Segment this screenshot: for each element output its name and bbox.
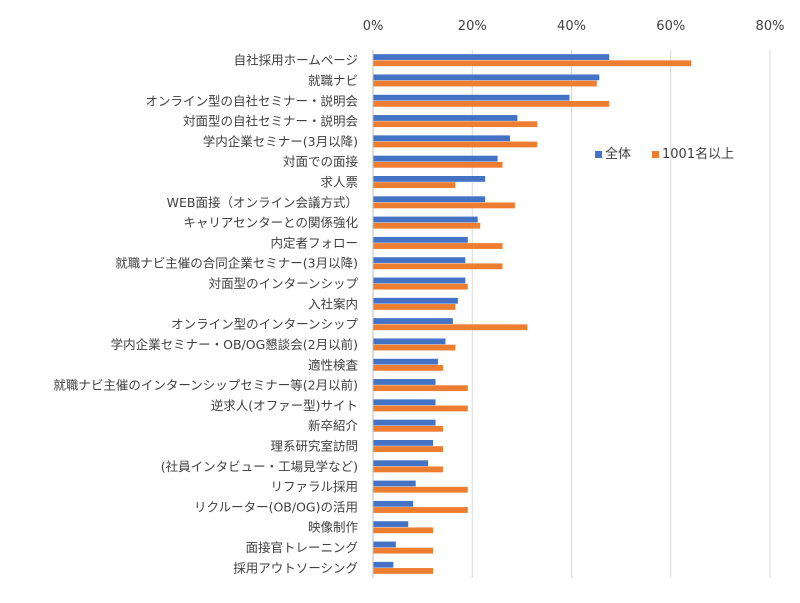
category-label: 内定者フォロー [270,235,358,250]
bar-overall [373,216,478,223]
bar-1001-plus [373,283,468,290]
bar-overall [373,440,434,446]
bar-1001-plus [373,121,538,128]
category-label: (社員インタビュー・工場見学など) [161,459,358,474]
x-tick-label: 60% [656,19,685,34]
bar-1001-plus [373,202,515,209]
x-tick-label: 40% [557,19,586,34]
bar-overall [373,500,414,507]
gridlines [471,50,771,578]
bar-overall [373,54,610,60]
category-label: 入社案内 [308,296,358,311]
legend-swatch-overall [595,151,602,158]
bar-1001-plus [373,466,443,473]
category-label: WEB面接（オンライン会議方式） [167,195,358,210]
bar-1001-plus [373,385,468,392]
bar-1001-plus [373,222,481,229]
bar-overall [373,155,498,162]
category-label: 自社採用ホームページ [234,53,358,68]
bar-overall [373,318,453,324]
category-label: 求人票 [320,175,358,190]
category-label: 対面型のインターンシップ [209,276,359,291]
category-label: 就職ナビ主催の合同企業セミナー(3月以降) [115,256,358,271]
category-label: オンライン型のインターンシップ [171,317,358,332]
bar-overall [373,338,446,345]
category-label: キャリアセンターとの関係強化 [183,215,358,230]
bar-overall [373,521,409,528]
bar-overall [373,399,436,406]
x-tick-label: 0% [363,19,384,34]
bar-1001-plus [373,100,610,107]
bar-1001-plus [373,161,503,168]
bar-overall [373,379,436,385]
bar-overall [373,196,486,203]
bar-overall [373,541,396,548]
bar-1001-plus [373,486,468,493]
bar-1001-plus [373,507,468,513]
bar-overall [373,94,570,101]
category-label: リクルーター(OB/OG)の活用 [194,499,358,514]
bar-1001-plus [373,547,434,554]
category-label: 適性検査 [308,357,359,372]
legend-label-1001-plus: 1001名以上 [662,146,734,162]
bar-overall [373,297,458,304]
bar-1001-plus [373,304,456,310]
bar-overall [373,561,394,568]
category-label: 逆求人(オファー型)サイト [211,398,358,413]
x-tick-label: 80% [756,19,785,34]
category-label: 理系研究室訪問 [270,439,358,454]
bar-1001-plus [373,141,538,148]
category-label: 就職ナビ [308,73,358,88]
legend-label-overall: 全体 [605,146,631,162]
bar-1001-plus [373,80,597,87]
category-labels: 自社採用ホームページ就職ナビオンライン型の自社セミナー・説明会対面型の自社セミナ… [53,53,358,576]
bar-overall [373,277,466,284]
bar-1001-plus [373,324,528,331]
category-label: 面接官トレーニング [245,540,358,555]
bar-overall [373,257,466,264]
bar-1001-plus [373,425,443,432]
category-label: 映像制作 [308,520,359,535]
bar-1001-plus [373,364,443,371]
bar-1001-plus [373,182,456,188]
x-axis-ticks: 0% 20% 40% 60% 80% [363,19,785,34]
category-label: 対面型の自社セミナー・説明会 [183,114,359,129]
bar-overall [373,135,510,142]
category-label: 新卒紹介 [308,418,359,433]
bar-overall [373,115,518,121]
bars [373,54,692,574]
x-tick-label: 20% [458,19,487,34]
bar-overall [373,460,429,467]
bar-overall [373,176,486,182]
bar-overall [373,480,416,487]
bar-1001-plus [373,568,434,574]
bar-1001-plus [373,405,468,412]
bar-overall [373,236,468,243]
category-label: 就職ナビ主催のインターンシップセミナー等(2月以前) [53,378,358,393]
bar-overall [373,358,439,365]
category-label: 対面での面接 [283,154,359,169]
bar-overall [373,419,436,426]
category-label: 学内企業セミナー・OB/OG懇談会(2月以前) [111,337,358,352]
bar-1001-plus [373,446,443,452]
legend: 全体 1001名以上 [595,146,734,162]
bar-1001-plus [373,263,503,270]
legend-swatch-1001-plus [652,151,659,158]
category-label: リファラル採用 [270,479,358,494]
bar-1001-plus [373,243,503,249]
category-label: 学内企業セミナー(3月以降) [203,134,358,149]
bar-1001-plus [373,60,692,67]
category-label: 採用アウトソーシング [233,560,358,575]
category-label: オンライン型の自社セミナー・説明会 [145,93,358,108]
bar-overall [373,74,600,81]
bar-1001-plus [373,527,434,534]
bar-1001-plus [373,344,456,351]
